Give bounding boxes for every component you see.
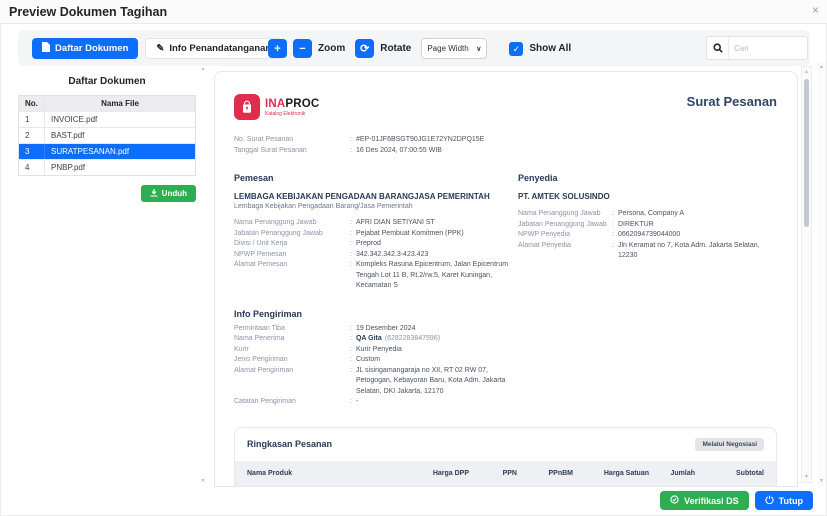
ringkasan-table-header: Nama Produk Harga DPP PPN PPnBM Harga Sa… bbox=[235, 460, 776, 486]
tutup-label: Tutup bbox=[778, 495, 803, 506]
show-all-checkbox[interactable]: ✓ bbox=[509, 41, 524, 56]
sidebar-scrollbar[interactable]: ▲ ▼ bbox=[198, 64, 208, 486]
zoom-in-button[interactable]: + bbox=[268, 39, 287, 58]
inaproc-subtitle: Katalog Elektronik bbox=[265, 110, 306, 117]
pemesan-title: Pemesan bbox=[234, 173, 274, 183]
modal-title: Preview Dokumen Tagihan bbox=[9, 5, 168, 19]
penyedia-title: Penyedia bbox=[518, 173, 558, 183]
zoom-out-button[interactable]: − bbox=[293, 39, 312, 58]
inaproc-logo: INAPROC Katalog Elektronik bbox=[234, 94, 319, 120]
scroll-up-icon[interactable]: ▲ bbox=[200, 66, 206, 72]
preview-scrollbar[interactable]: ▲ ▼ bbox=[801, 66, 812, 483]
rotate-label: Rotate bbox=[380, 43, 412, 54]
show-all-label: Show All bbox=[529, 43, 572, 54]
file-table-header: No. Nama File bbox=[19, 96, 195, 112]
zoom-label: Zoom bbox=[318, 43, 346, 54]
sidebar-title: Daftar Dokumen bbox=[68, 76, 146, 87]
pemesan-org-name: LEMBAGA KEBIJAKAN PENGADAAN BARANGJASA P… bbox=[234, 192, 490, 201]
scroll-down-icon[interactable]: ▼ bbox=[804, 474, 809, 480]
column-nama-file: Nama File bbox=[101, 99, 139, 108]
power-icon bbox=[765, 495, 774, 506]
inaproc-wordmark: INAPROC bbox=[265, 97, 320, 110]
check-circle-icon bbox=[670, 495, 679, 506]
modal-header: Preview Dokumen Tagihan × bbox=[0, 0, 827, 24]
info-penandatanganan-label: Info Penandatanganan bbox=[169, 43, 272, 54]
verifikasi-ds-button[interactable]: Verifikasi DS bbox=[660, 491, 749, 510]
chevron-down-icon: ∨ bbox=[476, 45, 482, 53]
penerima-phone: (6282283847596) bbox=[384, 335, 441, 342]
document-title: Surat Pesanan bbox=[686, 94, 777, 109]
scroll-up-icon[interactable]: ▲ bbox=[819, 64, 824, 70]
ringkasan-title: Ringkasan Pesanan bbox=[247, 439, 333, 449]
page-scale-select[interactable]: Page Width ∨ bbox=[421, 38, 488, 59]
sidebar: Daftar Dokumen No. Nama File 1 INVOICE.p… bbox=[18, 76, 196, 202]
info-pengiriman-section: Info Pengiriman Permintaan Tiba19 Desemb… bbox=[234, 309, 777, 408]
melalui-negosiasi-badge: Melalui Negosiasi bbox=[695, 437, 764, 451]
file-row-invoice[interactable]: 1 INVOICE.pdf bbox=[19, 112, 195, 128]
daftar-dokumen-button[interactable]: Daftar Dokumen bbox=[32, 38, 139, 59]
info-pengiriman-title: Info Pengiriman bbox=[234, 308, 303, 319]
penyedia-section: Penyedia PT. AMTEK SOLUSINDO Nama Penang… bbox=[518, 173, 777, 292]
modal-scrollbar[interactable]: ▲ ▼ bbox=[817, 62, 826, 486]
unduh-label: Unduh bbox=[161, 189, 187, 198]
pemesan-org-subtitle: Lembaga Kebijakan Pengadaan Barang/Jasa … bbox=[234, 203, 413, 210]
file-row-bast[interactable]: 2 BAST.pdf bbox=[19, 128, 195, 144]
page-scale-value: Page Width bbox=[427, 44, 469, 53]
scroll-up-icon[interactable]: ▲ bbox=[804, 69, 809, 75]
product-row: Barang PDN Rp4.000.000 Rp440.000 Rp800.0… bbox=[235, 485, 776, 486]
column-no: No. bbox=[19, 96, 45, 111]
toolbar-left-group: Daftar Dokumen ✎ Info Penandatanganan bbox=[32, 38, 283, 59]
pen-icon: ✎ bbox=[156, 43, 165, 54]
rotate-button[interactable]: ⟳ bbox=[355, 39, 375, 58]
preview-scrollbar-thumb[interactable] bbox=[804, 79, 809, 227]
daftar-dokumen-label: Daftar Dokumen bbox=[55, 43, 129, 54]
document-meta: No. Surat Pesanan#EP-01JF6BSGT90JG1E72YN… bbox=[234, 135, 777, 156]
toolbar: Daftar Dokumen ✎ Info Penandatanganan + … bbox=[18, 30, 810, 66]
close-icon[interactable]: × bbox=[811, 3, 819, 17]
inaproc-bag-icon bbox=[234, 94, 260, 120]
file-icon bbox=[42, 42, 50, 55]
tutup-button[interactable]: Tutup bbox=[754, 491, 813, 510]
file-table: No. Nama File 1 INVOICE.pdf 2 BAST.pdf 3… bbox=[18, 95, 196, 176]
ringkasan-pesanan-card: Ringkasan Pesanan Melalui Negosiasi Nama… bbox=[234, 426, 777, 486]
penerima-name: QA Gita bbox=[355, 335, 382, 342]
document-page: INAPROC Katalog Elektronik Surat Pesanan… bbox=[214, 71, 798, 487]
file-row-suratpesanan[interactable]: 3 SURATPESANAN.pdf bbox=[19, 144, 195, 160]
toolbar-center-group: + − Zoom ⟳ Rotate Page Width ∨ ✓ Show Al… bbox=[268, 38, 575, 59]
verifikasi-ds-label: Verifikasi DS bbox=[684, 495, 739, 506]
search-icon bbox=[707, 37, 729, 59]
search-box bbox=[706, 36, 808, 60]
modal-footer: Verifikasi DS Tutup bbox=[660, 491, 813, 510]
scroll-down-icon[interactable]: ▼ bbox=[200, 478, 206, 484]
file-row-pnbp[interactable]: 4 PNBP.pdf bbox=[19, 160, 195, 175]
scroll-down-icon[interactable]: ▼ bbox=[819, 478, 824, 484]
download-icon bbox=[150, 188, 158, 199]
search-input[interactable] bbox=[729, 43, 805, 53]
info-penandatanganan-button[interactable]: ✎ Info Penandatanganan bbox=[145, 38, 283, 59]
unduh-button[interactable]: Unduh bbox=[140, 185, 196, 202]
pemesan-section: Pemesan LEMBAGA KEBIJAKAN PENGADAAN BARA… bbox=[234, 173, 512, 292]
penyedia-org-name: PT. AMTEK SOLUSINDO bbox=[518, 192, 610, 201]
